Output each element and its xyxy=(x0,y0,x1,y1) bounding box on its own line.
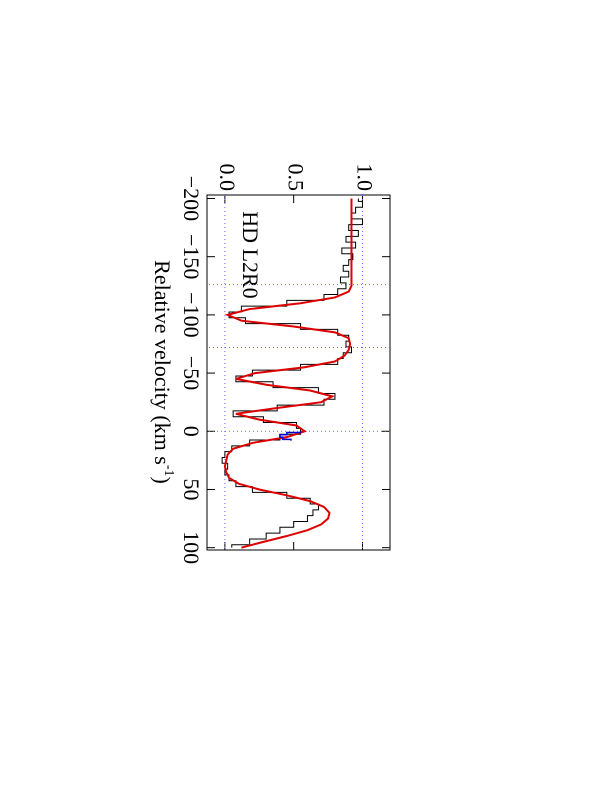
x-tick-label: 0 xyxy=(179,426,204,437)
annotation: HD L2R0 xyxy=(238,211,263,298)
x-axis-label: Relative velocity (km s-1) xyxy=(150,260,176,484)
x-axis-label-main: Relative velocity (km s xyxy=(150,260,175,465)
model-fit xyxy=(223,198,353,549)
x-tick-label: −100 xyxy=(179,292,204,337)
x-axis-label-end: ) xyxy=(150,477,175,484)
plot-frame xyxy=(206,194,391,551)
y-tick-label: 1.0 xyxy=(352,164,377,192)
x-tick-label: −50 xyxy=(179,356,204,390)
y-tick-label: 0.0 xyxy=(215,164,240,192)
y-tick-label: 0.5 xyxy=(284,164,309,192)
x-tick-label: −200 xyxy=(179,176,204,221)
x-tick-label: −150 xyxy=(179,234,204,279)
highlight-segment xyxy=(279,431,302,441)
rotated-plot: HD L2R0 Relative velocity (km s-1) −200 −… xyxy=(150,164,391,564)
x-tick-label: 50 xyxy=(179,478,204,500)
x-tick-label: 100 xyxy=(179,531,204,564)
x-axis-label-sup: -1 xyxy=(161,465,176,477)
